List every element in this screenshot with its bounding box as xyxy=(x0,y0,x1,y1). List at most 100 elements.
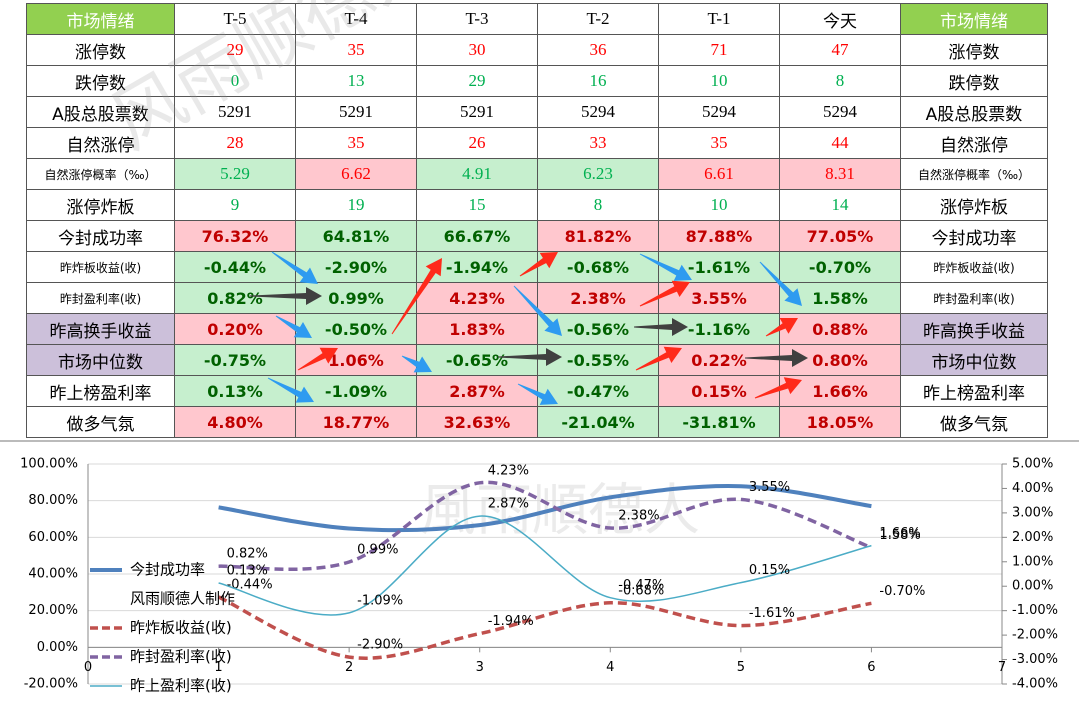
cell: -1.09% xyxy=(295,375,417,407)
data-label: 0.82% xyxy=(227,547,268,562)
y-tick-label: 0.00% xyxy=(37,640,78,655)
cell: 2.38% xyxy=(537,282,659,314)
row-label: 昨高换手收益 xyxy=(26,313,175,345)
cell: 76.32% xyxy=(174,220,296,252)
cell: 5291 xyxy=(174,96,296,128)
x-tick-label: 4 xyxy=(606,660,614,675)
cell: 18.05% xyxy=(779,406,901,438)
row-label: 跌停数 xyxy=(26,65,175,97)
cell: 6.23 xyxy=(537,158,659,190)
cell: 29 xyxy=(174,34,296,66)
y-tick-label: 100.00% xyxy=(20,457,78,472)
cell: -31.81% xyxy=(658,406,780,438)
data-label: -0.68% xyxy=(618,583,664,598)
row-label: 昨炸板收益(收) xyxy=(900,251,1048,283)
table-row: 昨封盈利率(收) 0.82% 0.99% 4.23% 2.38% 3.55% 1.58% 昨封… xyxy=(26,282,1048,314)
cell: 4.80% xyxy=(174,406,296,438)
cell: -1.94% xyxy=(416,251,538,283)
cell: 0.15% xyxy=(658,375,780,407)
row-label: 昨封盈利率(收) xyxy=(26,282,175,314)
y2-tick-label: -2.00% xyxy=(1012,628,1058,643)
row-label: 涨停炸板 xyxy=(26,189,175,221)
cell: 10 xyxy=(658,65,780,97)
cell: -0.44% xyxy=(174,251,296,283)
cell: -0.56% xyxy=(537,313,659,345)
legend-label: 昨炸板收益(收) xyxy=(130,619,232,637)
row-label: A股总股票数 xyxy=(900,96,1048,128)
row-label: 昨上榜盈利率 xyxy=(26,375,175,407)
cell: -1.61% xyxy=(658,251,780,283)
row-label: 做多气氛 xyxy=(26,406,175,438)
table-row: 市场中位数 -0.75% 1.06% -0.65% -0.55% 0.22% 0.80% 市场… xyxy=(26,344,1048,376)
cell: 8 xyxy=(779,65,901,97)
data-label: 3.55% xyxy=(749,480,790,495)
row-label: 市场中位数 xyxy=(900,344,1048,376)
y-tick-label: 80.00% xyxy=(28,493,78,508)
cell: 0.20% xyxy=(174,313,296,345)
x-tick-label: 6 xyxy=(867,660,875,675)
cell: -0.55% xyxy=(537,344,659,376)
series-line xyxy=(218,515,872,616)
data-label: 0.15% xyxy=(749,563,790,578)
header-cell: T-3 xyxy=(416,3,538,35)
cell: 35 xyxy=(658,127,780,159)
cell: 19 xyxy=(295,189,417,221)
cell: -0.70% xyxy=(779,251,901,283)
cell: 33 xyxy=(537,127,659,159)
cell: 13 xyxy=(295,65,417,97)
cell: 32.63% xyxy=(416,406,538,438)
row-label: 市场中位数 xyxy=(26,344,175,376)
cell: 1.66% xyxy=(779,375,901,407)
x-tick-label: 3 xyxy=(476,660,484,675)
cell: 8 xyxy=(537,189,659,221)
legend-note: 风雨顺德人制作 xyxy=(130,590,235,608)
cell: 35 xyxy=(295,34,417,66)
cell: 47 xyxy=(779,34,901,66)
data-label: -1.94% xyxy=(488,614,534,629)
row-label: 昨高换手收益 xyxy=(900,313,1048,345)
cell: 0.88% xyxy=(779,313,901,345)
cell: 5294 xyxy=(779,96,901,128)
data-label: -0.44% xyxy=(227,577,273,592)
row-label: 自然涨停概率（‰） xyxy=(26,158,175,190)
table-row: 自然涨停 28 35 26 33 35 44 自然涨停 xyxy=(26,127,1048,159)
x-tick-label: 5 xyxy=(737,660,745,675)
legend-label: 昨上盈利率(收) xyxy=(130,677,232,695)
row-label: 昨上榜盈利率 xyxy=(900,375,1048,407)
y2-tick-label: -1.00% xyxy=(1012,603,1058,618)
cell: 64.81% xyxy=(295,220,417,252)
legend-label: 昨封盈利率(收) xyxy=(130,648,232,666)
cell: 10 xyxy=(658,189,780,221)
y2-tick-label: 4.00% xyxy=(1012,481,1053,496)
y2-tick-label: 1.00% xyxy=(1012,554,1053,569)
series-line xyxy=(218,480,873,572)
cell: 36 xyxy=(537,34,659,66)
cell: 66.67% xyxy=(416,220,538,252)
header-cell: T-2 xyxy=(537,3,659,35)
x-tick-label: 7 xyxy=(998,660,1006,675)
cell: 0.82% xyxy=(174,282,296,314)
row-label: 自然涨停 xyxy=(26,127,175,159)
header-cell: 市场情绪 xyxy=(900,3,1048,35)
cell: 35 xyxy=(295,127,417,159)
row-label: 今封成功率 xyxy=(26,220,175,252)
cell: 18.77% xyxy=(295,406,417,438)
cell: 77.05% xyxy=(779,220,901,252)
cell: 15 xyxy=(416,189,538,221)
row-label: 涨停数 xyxy=(900,34,1048,66)
series-line xyxy=(218,484,872,533)
data-label: -1.09% xyxy=(357,593,403,608)
header-cell: T-5 xyxy=(174,3,296,35)
row-label: 昨封盈利率(收) xyxy=(900,282,1048,314)
x-tick-label: 0 xyxy=(84,660,92,675)
table-row: 涨停数 29 35 30 36 71 47 涨停数 xyxy=(26,34,1048,66)
cell: 1.06% xyxy=(295,344,417,376)
table-row: 做多气氛 4.80% 18.77% 32.63% -21.04% -31.81% 18.05… xyxy=(26,406,1048,438)
data-label: 4.23% xyxy=(488,463,529,478)
cell: 6.61 xyxy=(658,158,780,190)
cell: 14 xyxy=(779,189,901,221)
cell: -0.50% xyxy=(295,313,417,345)
cell: 30 xyxy=(416,34,538,66)
data-label: -0.70% xyxy=(879,584,925,599)
